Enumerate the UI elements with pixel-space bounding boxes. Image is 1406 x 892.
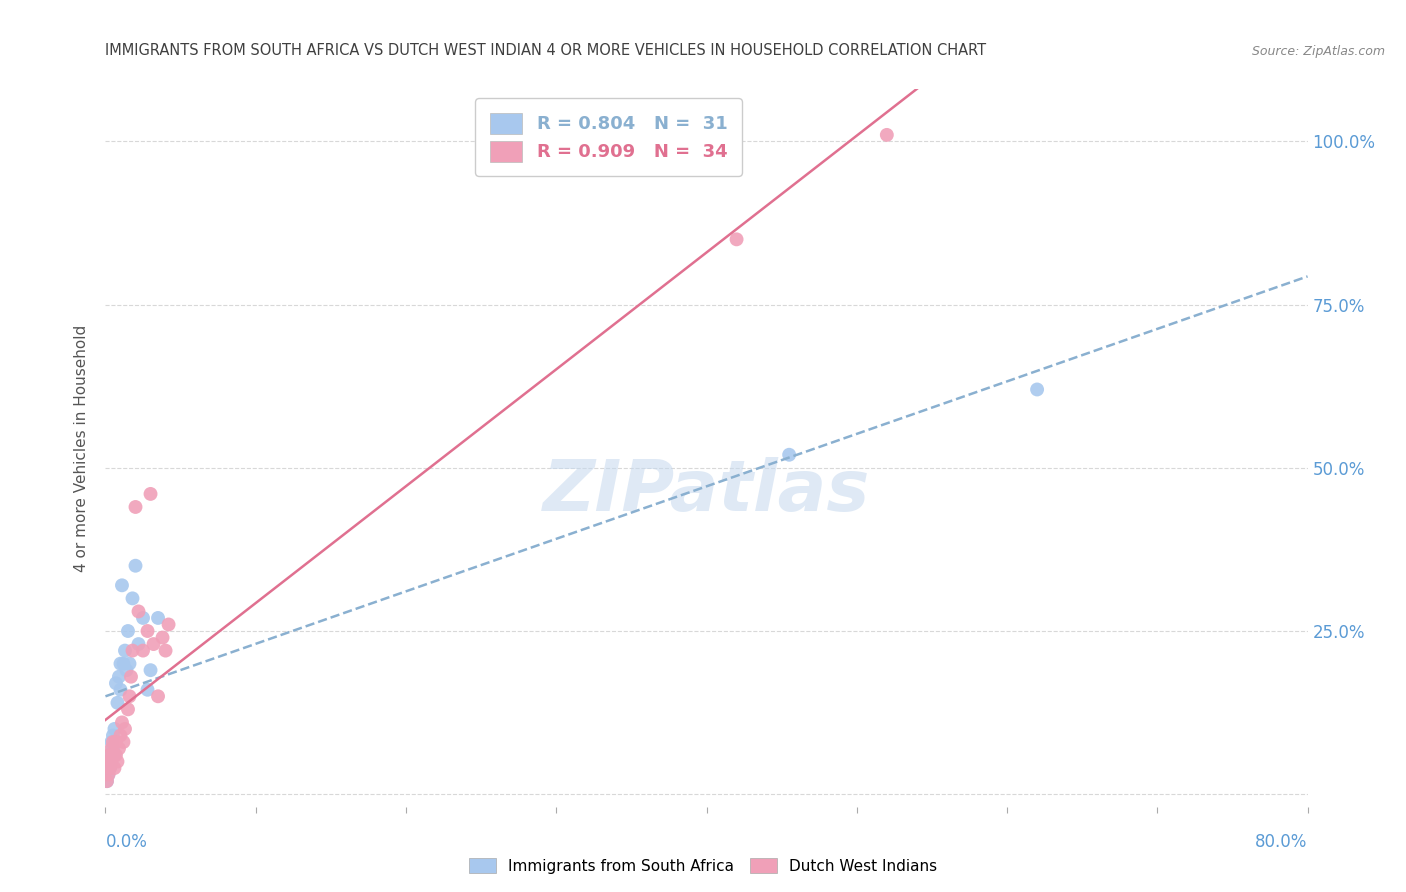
Point	[100, 755, 122, 769]
Point	[108, 741, 131, 756]
Point	[136, 624, 159, 638]
Point	[120, 670, 142, 684]
Point	[112, 735, 135, 749]
Point	[876, 128, 898, 142]
Point	[146, 611, 169, 625]
Point	[112, 657, 135, 671]
Point	[100, 755, 122, 769]
Point	[104, 735, 127, 749]
Point	[146, 690, 169, 704]
Point	[117, 624, 139, 638]
Point	[121, 591, 143, 606]
Text: 0.0%: 0.0%	[105, 833, 148, 851]
Point	[725, 232, 748, 246]
Point	[101, 735, 124, 749]
Point	[778, 448, 800, 462]
Y-axis label: 4 or more Vehicles in Household: 4 or more Vehicles in Household	[75, 325, 90, 572]
Point	[98, 747, 121, 762]
Point	[128, 604, 150, 618]
Point	[117, 702, 139, 716]
Legend: R = 0.804   N =  31, R = 0.909   N =  34: R = 0.804 N = 31, R = 0.909 N = 34	[475, 98, 742, 176]
Point	[97, 755, 120, 769]
Point	[115, 663, 138, 677]
Point	[104, 747, 127, 762]
Point	[111, 715, 134, 730]
Text: 80.0%: 80.0%	[1256, 833, 1308, 851]
Point	[98, 761, 121, 775]
Point	[101, 741, 124, 756]
Point	[139, 663, 162, 677]
Point	[136, 682, 159, 697]
Point	[100, 741, 122, 756]
Point	[118, 690, 141, 704]
Point	[108, 670, 131, 684]
Point	[132, 643, 155, 657]
Point	[142, 637, 165, 651]
Point	[107, 755, 129, 769]
Point	[97, 767, 120, 781]
Point	[97, 755, 120, 769]
Point	[97, 767, 120, 781]
Point	[110, 657, 132, 671]
Legend: Immigrants from South Africa, Dutch West Indians: Immigrants from South Africa, Dutch West…	[463, 852, 943, 880]
Point	[152, 631, 174, 645]
Point	[124, 558, 146, 573]
Point	[110, 728, 132, 742]
Point	[132, 611, 155, 625]
Point	[124, 500, 146, 514]
Point	[139, 487, 162, 501]
Point	[1026, 383, 1049, 397]
Point	[96, 774, 118, 789]
Point	[114, 722, 136, 736]
Point	[155, 643, 177, 657]
Text: ZIPatlas: ZIPatlas	[543, 457, 870, 525]
Point	[98, 761, 121, 775]
Point	[101, 728, 124, 742]
Point	[96, 774, 118, 789]
Text: IMMIGRANTS FROM SOUTH AFRICA VS DUTCH WEST INDIAN 4 OR MORE VEHICLES IN HOUSEHOL: IMMIGRANTS FROM SOUTH AFRICA VS DUTCH WE…	[105, 43, 987, 58]
Point	[104, 676, 127, 690]
Point	[101, 747, 124, 762]
Point	[103, 747, 125, 762]
Point	[103, 761, 125, 775]
Point	[107, 696, 129, 710]
Point	[100, 735, 122, 749]
Text: Source: ZipAtlas.com: Source: ZipAtlas.com	[1251, 45, 1385, 58]
Point	[128, 637, 150, 651]
Point	[118, 657, 141, 671]
Point	[121, 643, 143, 657]
Point	[103, 722, 125, 736]
Point	[157, 617, 180, 632]
Point	[114, 643, 136, 657]
Point	[110, 682, 132, 697]
Point	[98, 747, 121, 762]
Point	[111, 578, 134, 592]
